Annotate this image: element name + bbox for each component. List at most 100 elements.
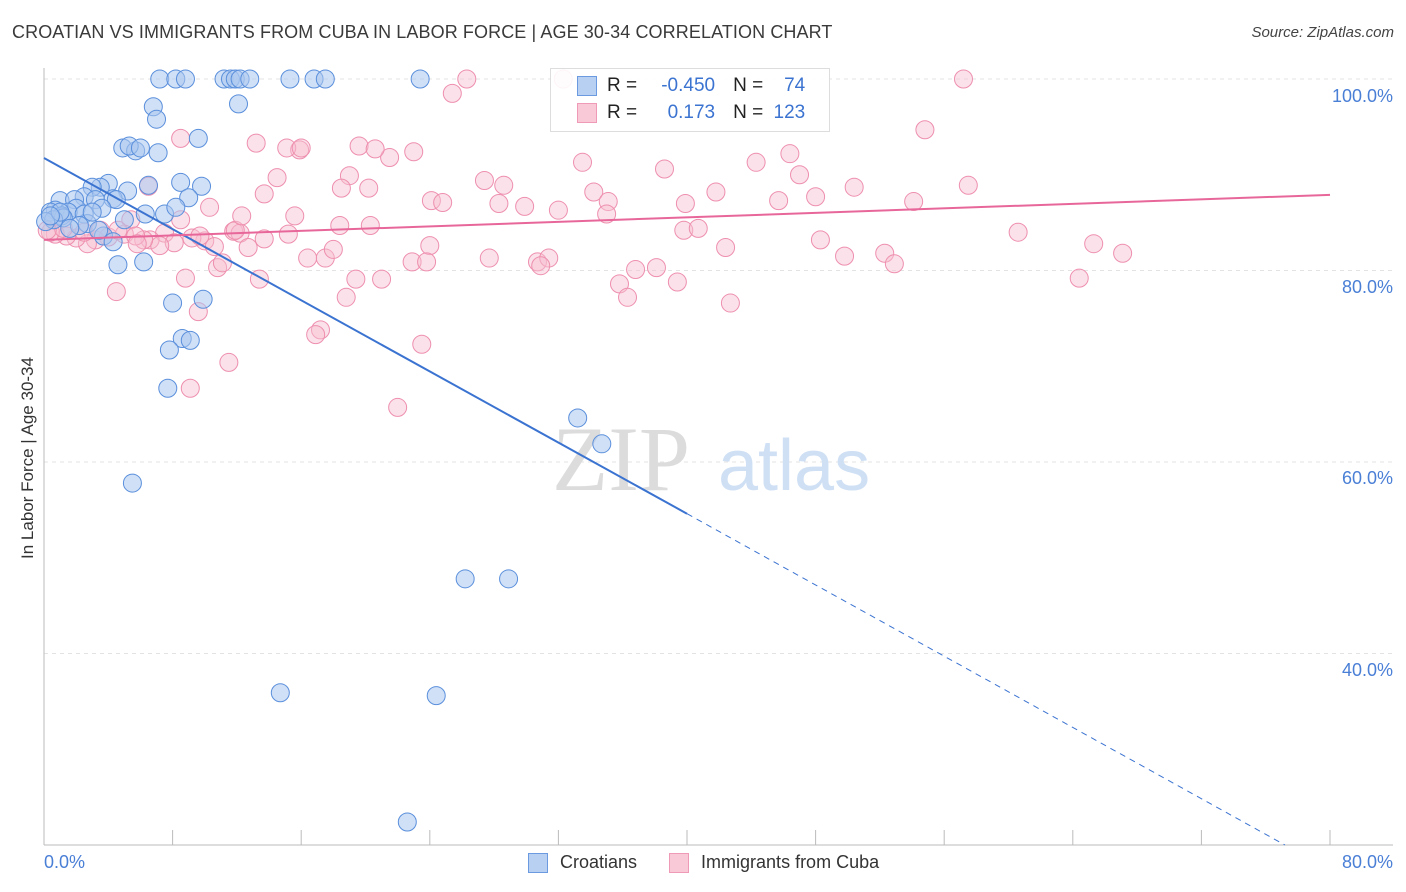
n-value: 74 — [784, 75, 806, 96]
cuba-point — [150, 236, 170, 256]
cuba-point — [1113, 243, 1133, 263]
cuba-point — [331, 178, 351, 198]
cuba-point — [720, 293, 740, 313]
croatians-point — [159, 340, 179, 360]
croatians-point — [179, 188, 199, 208]
cuba-point — [417, 252, 437, 272]
legend-croatians: Croatians — [560, 852, 638, 872]
croatians-point — [138, 175, 158, 195]
legend-row-croatians: R = -0.450 N = 74 — [577, 74, 805, 98]
cuba-point — [1084, 234, 1104, 254]
cuba-point — [474, 170, 494, 190]
cuba-point — [285, 206, 305, 226]
cuba-point — [810, 230, 830, 250]
cuba-point — [404, 142, 424, 162]
legend-row-cuba: R = 0.173 N = 123 — [577, 101, 805, 125]
cuba-point — [336, 287, 356, 307]
r-label: R = — [607, 102, 638, 123]
croatians-point — [499, 569, 519, 589]
cuba-point — [323, 239, 343, 259]
cuba-point — [674, 220, 694, 240]
cuba-swatch-icon — [669, 852, 690, 873]
croatians-point — [240, 69, 260, 89]
cuba-point — [528, 252, 548, 272]
cuba-point — [515, 196, 535, 216]
cuba-trend-line — [43, 193, 1331, 241]
cuba-point — [835, 246, 855, 266]
cuba-point — [1069, 268, 1089, 288]
croatians-point — [315, 69, 335, 89]
cuba-point — [200, 197, 220, 217]
croatians-point — [175, 69, 195, 89]
cuba-point — [479, 248, 499, 268]
cuba-point — [844, 177, 864, 197]
cuba-point — [790, 165, 810, 185]
r-value: -0.450 — [661, 75, 716, 96]
x-tick-min: 0.0% — [44, 852, 86, 872]
cuba-point — [175, 268, 195, 288]
cuba-point — [884, 254, 904, 274]
pink-swatch-icon — [577, 103, 597, 123]
croatians-point — [426, 686, 446, 706]
y-tick-80: 80.0% — [1341, 277, 1393, 297]
cuba-point — [349, 136, 369, 156]
croatians-point — [40, 206, 60, 226]
cuba-point — [388, 397, 408, 417]
croatians-swatch-icon — [528, 852, 548, 873]
cuba-point — [667, 272, 687, 292]
cuba-point — [180, 378, 200, 398]
croatians-point — [122, 473, 142, 493]
cuba-point — [365, 139, 385, 159]
cuba-point — [224, 221, 244, 241]
croatians-trend-line — [43, 157, 688, 515]
cuba-point — [904, 192, 924, 212]
croatians-point — [114, 210, 134, 230]
cuba-point — [225, 220, 245, 240]
cuba-point — [190, 226, 210, 246]
cuba-point — [238, 238, 258, 258]
cuba-point — [806, 187, 826, 207]
croatians-point — [148, 143, 168, 163]
croatians-point — [180, 330, 200, 350]
cuba-point — [618, 287, 638, 307]
y-tick-40: 40.0% — [1341, 660, 1393, 680]
croatians-point — [147, 109, 167, 129]
cuba-point — [769, 191, 789, 211]
cuba-point — [306, 325, 326, 345]
cuba-point — [531, 256, 551, 276]
cuba-point — [298, 248, 318, 268]
cuba-point — [246, 133, 266, 153]
cuba-point — [654, 159, 674, 179]
cuba-point — [539, 248, 559, 268]
cuba-point — [746, 152, 766, 172]
cuba-point — [597, 204, 617, 224]
croatians-point — [592, 434, 612, 454]
cuba-point — [420, 236, 440, 256]
series-legend: Croatians Immigrants from Cuba — [528, 852, 879, 873]
n-label: N = — [733, 102, 764, 123]
croatians-point — [130, 138, 150, 158]
cuba-point — [171, 128, 191, 148]
croatians-point — [270, 683, 290, 703]
cuba-point — [915, 120, 935, 140]
cuba-point — [402, 252, 422, 272]
cuba-point — [573, 152, 593, 172]
croatians-point — [158, 378, 178, 398]
cuba-point — [626, 260, 646, 280]
cuba-point — [457, 69, 477, 89]
cuba-point — [780, 144, 800, 164]
cuba-point — [646, 258, 666, 278]
cuba-point — [219, 352, 239, 372]
croatians-point — [410, 69, 430, 89]
cuba-point — [346, 269, 366, 289]
cuba-point — [278, 224, 298, 244]
cuba-point — [494, 175, 514, 195]
cuba-point — [412, 334, 432, 354]
croatians-point — [568, 408, 588, 428]
croatians-point — [82, 202, 102, 222]
cuba-point — [675, 193, 695, 213]
croatians-point — [60, 218, 80, 238]
cuba-point — [106, 282, 126, 302]
cuba-point — [254, 229, 274, 249]
